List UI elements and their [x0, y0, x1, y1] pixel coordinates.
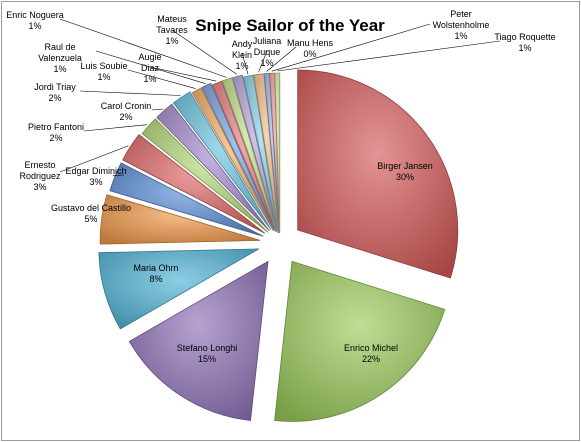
label-gustavo-del-castillo: Gustavo del Castillo 5% [51, 203, 131, 224]
slice-raul-de-valenzuela [201, 82, 275, 231]
label-jordi-triay: Jordi Triay 2% [34, 82, 76, 103]
slice-birger-jansen [297, 69, 459, 279]
slice-carol-cronin [156, 103, 270, 232]
label-enric-noguera: Enric Noguera 1% [6, 10, 64, 31]
label-augie-diaz: Augie Diaz 1% [138, 52, 161, 84]
slice-ernesto-rodriguez [122, 134, 266, 234]
leader-augie-diaz [149, 66, 217, 82]
label-mateus-tavares: Mateus Tavares 1% [156, 14, 188, 46]
leader-peter-wolstenholme [271, 23, 431, 72]
leader-edgar-diminich [112, 174, 125, 176]
slice-enrico-michel [274, 260, 446, 422]
label-pietro-fantoni: Pietro Fantoni 2% [28, 122, 84, 143]
label-peter-wolstenholme: Peter Wolstenholme 1% [433, 9, 490, 41]
leader-jordi-triay [79, 90, 181, 96]
leader-tiago-roquette [277, 40, 501, 72]
label-juliana-duque: Juliana Duque 1% [253, 36, 282, 68]
slice-gustavo-del-castillo [99, 194, 261, 245]
label-andy-klein: Andy Klein 1% [232, 39, 253, 71]
label-maria-ohrn: Maria Ohrn 8% [133, 263, 178, 284]
slice-maria-ohrn [98, 248, 260, 330]
label-tiago-roquette: Tiago Roquette 1% [494, 32, 555, 53]
slice-jordi-triay [172, 91, 272, 230]
slice-juliana-duque [253, 73, 280, 234]
label-stefano-longhi: Stefano Longhi 15% [177, 343, 238, 364]
slice-augie-diaz [211, 80, 276, 232]
slice-tiago-roquette [274, 72, 281, 234]
slice-mateus-tavares [232, 74, 278, 232]
leader-mateus-tavares [171, 29, 238, 75]
slice-enric-noguera [221, 77, 277, 232]
slice-luis-soubie [191, 87, 274, 231]
leader-manu-hens [266, 46, 297, 72]
slice-pietro-fantoni [141, 118, 269, 233]
label-ernesto-rodriguez: Ernesto Rodriguez 3% [19, 160, 61, 192]
label-birger-jansen: Birger Jansen 30% [377, 161, 433, 182]
slice-edgar-diminich [109, 162, 264, 237]
leader-juliana-duque [258, 50, 268, 73]
label-edgar-diminich: Edgar Diminich 3% [65, 166, 126, 187]
label-raul-de-valenzuela: Raul de Valenzuela 1% [38, 42, 82, 74]
leader-andy-klein [241, 52, 249, 75]
label-manu-hens: Manu Hens 0% [287, 38, 334, 59]
leader-carol-cronin [151, 108, 163, 111]
chart-title: Snipe Sailor of the Year [195, 16, 385, 35]
leader-luis-soubie [127, 69, 196, 89]
leader-pietro-fantoni [83, 124, 148, 132]
label-luis-soubie: Luis Soubie 1% [80, 61, 127, 82]
slice-andy-klein [242, 74, 279, 234]
leader-ernesto-rodriguez [59, 145, 129, 173]
label-carol-cronin: Carol Cronin 2% [101, 101, 152, 122]
label-enrico-michel: Enrico Michel 22% [344, 343, 398, 364]
slice-stefano-longhi [128, 260, 269, 421]
leader-enric-noguera [59, 18, 227, 78]
